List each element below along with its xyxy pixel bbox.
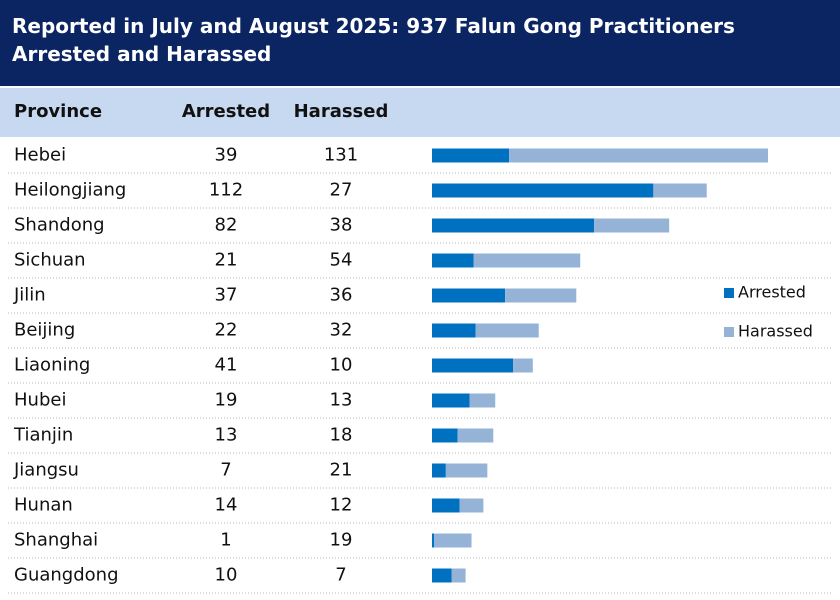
cell-value: 41 [215,355,238,376]
cell-value: 131 [324,145,358,166]
bar [432,218,595,233]
cell-value: 7 [220,460,231,481]
cell-value: 19 [330,530,353,551]
cell-value: 19 [215,390,238,411]
province-label: Hunan [14,495,73,516]
column-header: Harassed [294,101,389,122]
cell-value: 36 [330,285,353,306]
cell-value: 22 [215,320,238,341]
bar [432,533,434,548]
bar [505,288,577,303]
bar [432,463,446,478]
bar [509,148,768,163]
cell-value: 32 [330,320,353,341]
province-label: Tianjin [13,425,73,446]
cell-value: 38 [330,215,353,236]
cell-value: 14 [215,495,238,516]
title-box: Reported in July and August 2025: 937 Fa… [12,14,735,66]
cell-value: 1 [220,530,231,551]
bar [432,183,654,198]
province-label: Shanghai [14,530,98,551]
header-band [0,88,840,137]
province-label: Shandong [14,215,105,236]
cell-value: 37 [215,285,238,306]
chart-title: Reported in July and August 2025: 937 Fa… [12,14,735,66]
cell-value: 18 [330,425,353,446]
bar [433,533,472,548]
cell-value: 21 [215,250,238,271]
bar [432,428,458,443]
legend-label: Harassed [738,322,813,341]
bar [432,323,476,338]
bar [653,183,707,198]
bar [445,463,488,478]
province-label: Sichuan [14,250,86,271]
province-label: Jilin [13,285,46,306]
cell-value: 10 [330,355,353,376]
province-label: Liaoning [14,355,90,376]
bar [475,323,539,338]
bar [432,498,460,513]
legend-swatch [724,288,734,298]
cell-value: 7 [335,565,346,586]
cell-value: 27 [330,180,353,201]
cell-value: 10 [215,565,238,586]
bar [469,393,496,408]
cell-value: 13 [215,425,238,446]
bar [432,148,510,163]
bar [457,428,494,443]
column-header: Province [14,101,102,122]
cell-value: 39 [215,145,238,166]
title-band [0,0,840,86]
bar [459,498,484,513]
bar [473,253,581,268]
bar [432,358,514,373]
bar [513,358,533,373]
cell-value: 21 [330,460,353,481]
province-label: Hubei [14,390,66,411]
bar [432,393,470,408]
column-header: Arrested [182,101,270,122]
province-label: Beijing [14,320,75,341]
bar [432,568,452,583]
province-label: Hebei [14,145,66,166]
legend-label: Arrested [738,283,806,302]
cell-value: 82 [215,215,238,236]
cell-value: 13 [330,390,353,411]
province-label: Heilongjiang [14,180,126,201]
cell-value: 54 [330,250,353,271]
bar [432,288,506,303]
cell-value: 12 [330,495,353,516]
cell-value: 112 [209,180,243,201]
province-label: Jiangsu [13,460,79,481]
legend-swatch [724,327,734,337]
bar [432,253,474,268]
bar [594,218,670,233]
province-label: Guangdong [14,565,119,586]
bar [451,568,466,583]
